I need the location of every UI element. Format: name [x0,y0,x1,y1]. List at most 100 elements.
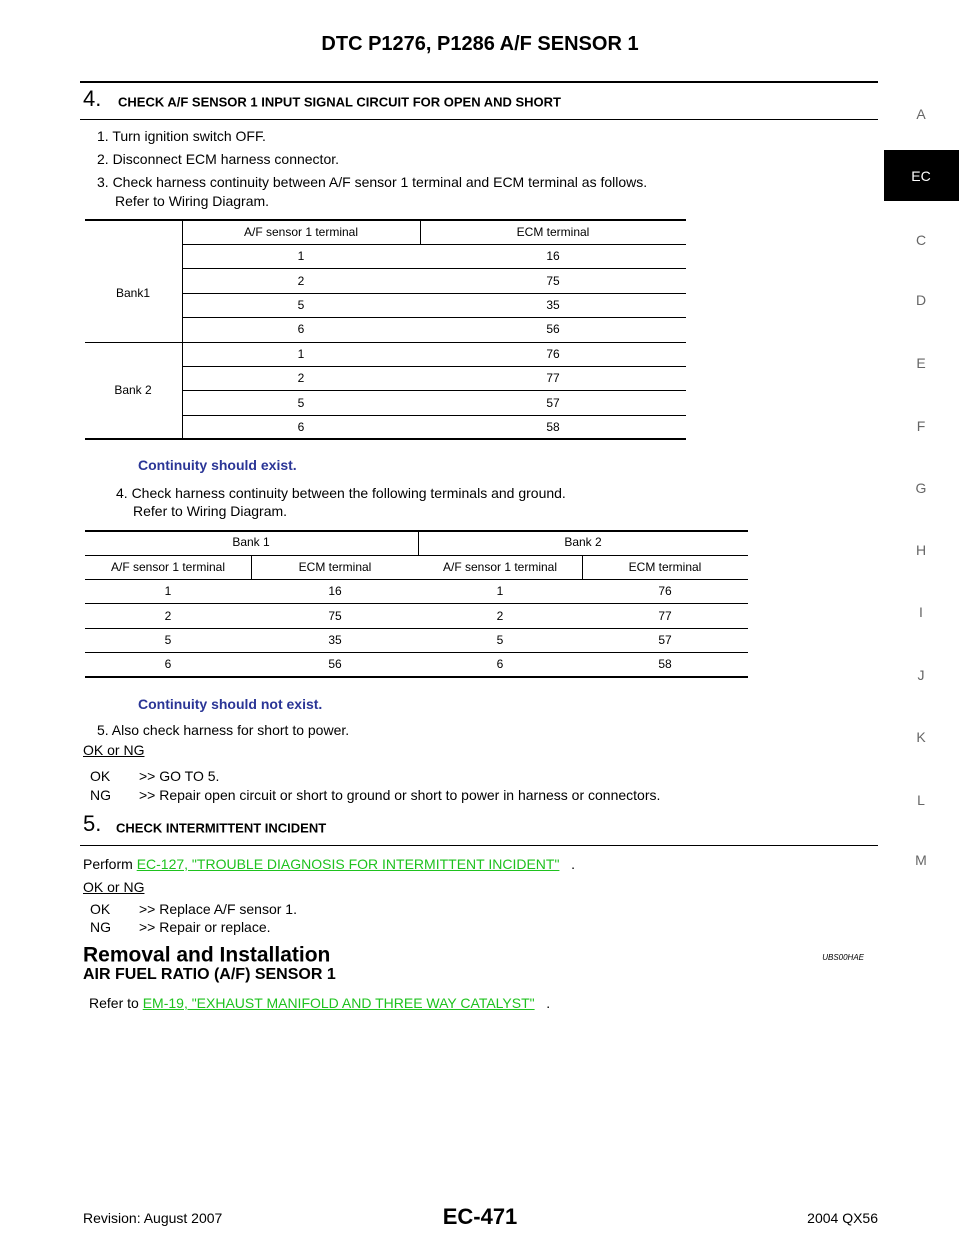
table-rule [85,530,748,532]
step-item: Refer to Wiring Diagram. [115,193,270,209]
step-number: 4. [83,86,102,111]
text: Refer to [89,995,139,1011]
table-cell: A/F sensor 1 terminal [442,560,558,574]
table-cell: 6 [297,322,305,337]
table-rule [182,268,686,270]
table-cell: 57 [546,395,560,410]
result-label: OK or NG [83,742,145,758]
step-item: 4. Check harness continuity between the … [116,485,566,501]
text: . [571,856,575,872]
table-cell: Bank 1 [232,535,270,549]
table-cell: 76 [546,346,560,361]
table-cell: 6 [496,657,504,672]
table-cell: 58 [546,420,560,434]
tab-label: A [916,106,926,122]
table-cell: Bank 2 [564,535,602,549]
text: . [546,995,551,1011]
table-cell: A/F sensor 1 terminal [243,225,359,239]
paragraph: Perform EC-127, "TROUBLE DIAGNOSIS FOR I… [83,857,575,871]
table-cell: 2 [164,608,172,623]
tab-label: M [915,852,927,868]
table-cell: ECM terminal [298,560,372,574]
subtitle: AIR FUEL RATIO (A/F) SENSOR 1 [83,966,336,983]
table-rule [182,292,686,294]
table-cell: ECM terminal [628,560,702,574]
table-cell: 56 [546,322,560,337]
table-cell: 6 [297,420,305,434]
table-cell: 75 [328,608,342,623]
tab-label: I [919,604,923,620]
table-rule [85,555,748,556]
table-cell: Bank1 [115,285,151,300]
table-cell: 2 [297,371,305,386]
table-cell: 5 [496,633,504,647]
table-rule [420,220,421,244]
rule [80,845,878,846]
text: Perform [83,856,133,872]
active-tab [884,150,959,201]
tab-label: G [915,480,927,496]
table-rule [182,414,686,416]
table-cell: 5 [297,395,305,410]
table-rule [582,555,583,579]
footer-revision: Revision: August 2007 [83,1210,223,1226]
tab-label: H [915,542,927,558]
step-item: 3. Check harness continuity between A/F … [97,174,648,190]
table-cell: 16 [328,584,342,599]
note: Continuity should not exist. [138,696,323,712]
tab-label: E [916,355,926,371]
table-cell: 5 [164,633,172,647]
footer-model: 2004 QX56 [807,1210,878,1226]
link[interactable]: EM-19, "EXHAUST MANIFOLD AND THREE WAY C… [142,995,535,1011]
tab-label: C [915,232,927,248]
result-text: >> GO TO 5. [139,768,220,784]
step-item: 5. Also check harness for short to power… [97,722,350,738]
table-cell: 1 [496,584,504,599]
table-cell: 1 [297,249,305,264]
table-rule [182,366,686,367]
result-key: NG [90,787,111,803]
result-key: NG [90,919,111,935]
table-cell: ECM terminal [516,225,590,239]
step-title: CHECK INTERMITTENT INCIDENT [116,820,327,836]
result-text: >> Repair open circuit or short to groun… [139,787,661,803]
page-number: EC-471 [442,1204,518,1229]
table-cell: 35 [328,633,342,647]
table-rule [85,627,748,629]
section-code: UBS00HAE [822,953,864,962]
table-rule [85,675,748,678]
table-rule [85,579,748,580]
table-cell: 77 [658,608,672,623]
table-rule [85,219,686,221]
table-rule [418,531,419,555]
paragraph: Refer to EM-19, "EXHAUST MANIFOLD AND TH… [89,996,550,1010]
step-number: 5. [83,811,102,836]
table-cell: 56 [328,657,342,672]
tab-label: J [917,667,925,683]
tab-label: K [916,729,926,745]
link[interactable]: EC-127, "TROUBLE DIAGNOSIS FOR INTERMITT… [136,856,560,872]
step-item: 1. Turn ignition switch OFF. [97,128,266,144]
tab-label: L [917,792,925,808]
result-text: >> Replace A/F sensor 1. [139,901,297,917]
table-rule [85,438,686,441]
table-cell: 77 [546,371,560,386]
table-cell: 1 [164,584,172,599]
table-cell: 2 [297,273,305,288]
result-label: OK or NG [83,879,145,895]
table-cell: 76 [658,584,672,599]
step-item: Refer to Wiring Diagram. [133,503,288,519]
table-cell: 2 [496,608,504,623]
table-cell: 6 [164,657,172,672]
table-rule [85,652,748,654]
tab-label: F [916,418,926,434]
result-text: >> Repair or replace. [139,919,271,935]
table-rule [182,220,183,439]
tab-label: D [915,292,927,308]
table-cell: 58 [658,657,672,672]
step-title: CHECK A/F SENSOR 1 INPUT SIGNAL CIRCUIT … [118,94,561,110]
table-rule [182,244,686,245]
rule [80,119,878,120]
result-key: OK [90,768,111,784]
page-title: DTC P1276, P1286 A/F SENSOR 1 [321,33,639,55]
